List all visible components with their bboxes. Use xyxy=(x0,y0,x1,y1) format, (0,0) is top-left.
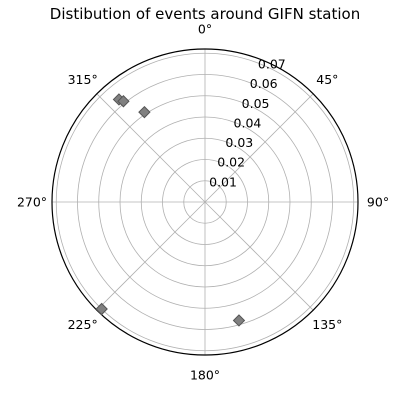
polar-frame xyxy=(51,48,359,356)
angular-gridline xyxy=(96,201,206,311)
radial-tick-label: 0.02 xyxy=(217,155,245,170)
angular-tick-label: 0° xyxy=(198,22,212,37)
chart-title: Distibution of events around GIFN statio… xyxy=(50,5,360,23)
data-point xyxy=(138,105,151,119)
angular-tick-label: 225° xyxy=(68,317,98,332)
data-point xyxy=(232,314,246,327)
radial-tick-label: 0.06 xyxy=(250,76,278,91)
radial-tick-label: 0.04 xyxy=(234,115,262,130)
angular-tick-label: 135° xyxy=(312,317,342,332)
angular-gridline xyxy=(96,93,206,203)
data-points xyxy=(95,93,246,327)
angular-tick-label: 315° xyxy=(68,72,98,87)
angular-tick-label: 180° xyxy=(190,368,220,383)
radial-tick-label: 0.01 xyxy=(209,174,237,189)
grid xyxy=(51,48,359,356)
angular-tick-label: 270° xyxy=(17,195,47,210)
radial-tick-labels: 0.01 0.02 0.03 0.04 0.05 0.06 0.07 xyxy=(209,57,286,190)
radial-tick-label: 0.05 xyxy=(242,96,270,111)
angular-tick-label: 45° xyxy=(316,72,338,87)
data-point xyxy=(95,302,108,316)
angular-tick-labels: 0° 45° 90° 135° 180° 225° 270° 315° xyxy=(17,22,389,383)
radial-tick-label: 0.03 xyxy=(225,135,253,150)
angular-gridline xyxy=(204,93,314,203)
data-point xyxy=(117,95,130,108)
angular-tick-label: 90° xyxy=(367,195,389,210)
angular-gridline xyxy=(204,201,314,311)
radial-tick-label: 0.07 xyxy=(258,57,286,72)
